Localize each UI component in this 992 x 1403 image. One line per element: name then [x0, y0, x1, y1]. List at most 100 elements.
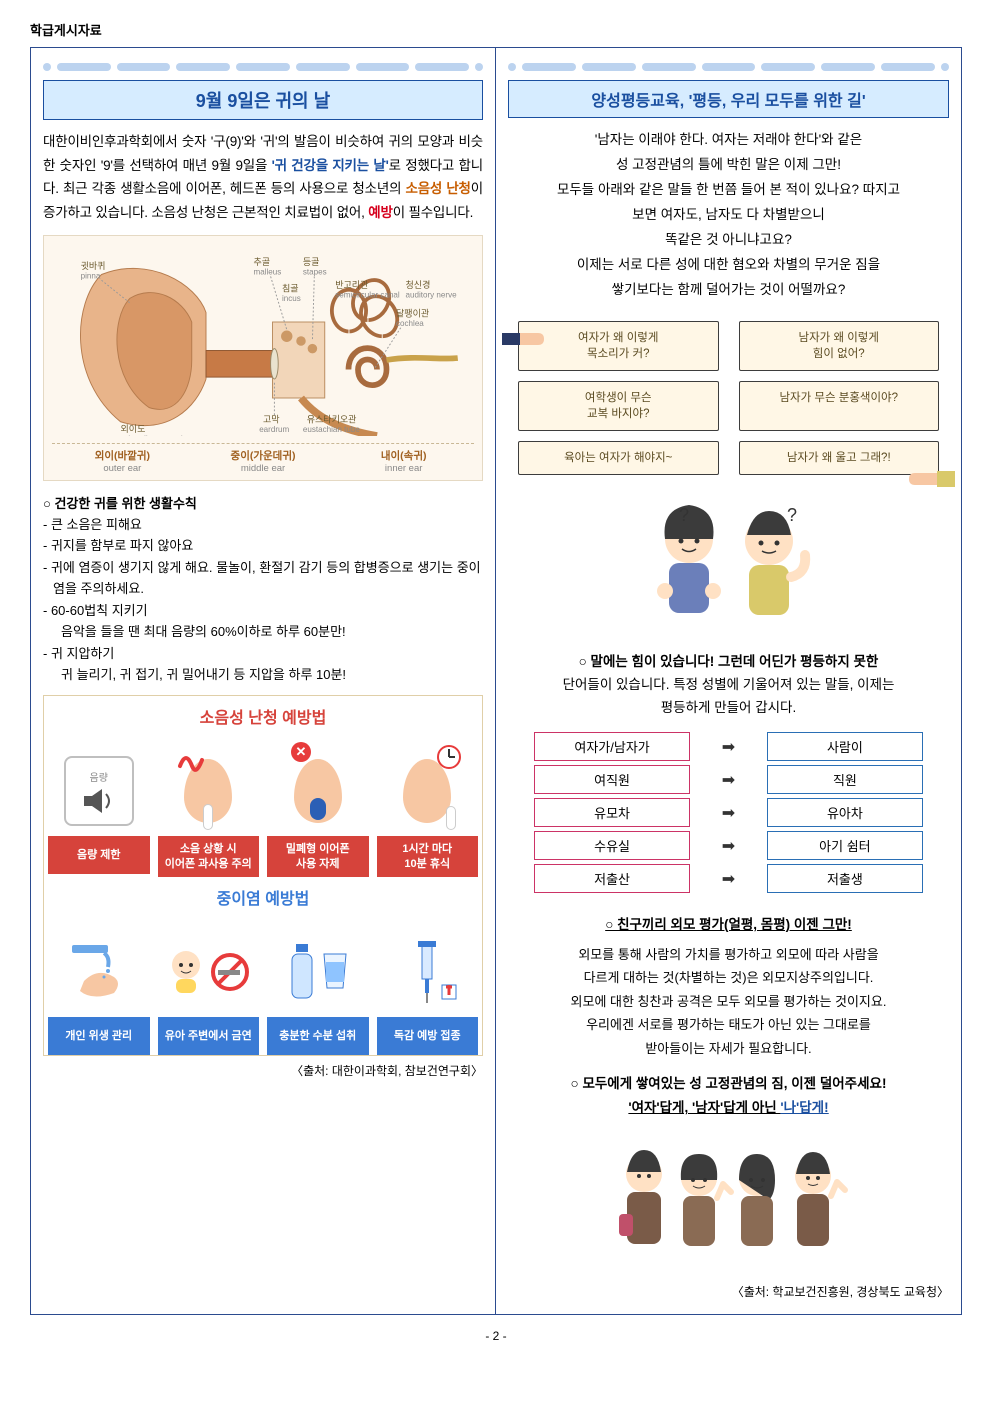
handwash-icon — [64, 937, 134, 1007]
pointing-hand-left-icon — [502, 325, 548, 351]
otitis-label-1: 개인 위생 관리 — [48, 1017, 150, 1055]
noise-label-3: 밀폐형 이어폰사용 자제 — [267, 836, 369, 877]
svg-text:침골: 침골 — [282, 283, 299, 293]
svg-text:등골: 등골 — [303, 257, 320, 267]
words-heading: ○ 말에는 힘이 있습니다! 그런데 어딘가 평등하지 못한 단어들이 있습니다… — [508, 651, 949, 720]
otitis-card-title: 중이염 예방법 — [44, 877, 482, 915]
noise-cell-volume: 음량 음량 제한 — [44, 734, 154, 877]
otitis-label-2: 유아 주변에서 금연 — [158, 1017, 260, 1055]
word-row: 저출산➡저출생 — [534, 864, 922, 893]
decorative-strip — [508, 58, 949, 76]
bottle-icon — [288, 942, 316, 1002]
noise-card-grid: 음량 음량 제한 소음 상황 시이어폰 과사용 주의 — [44, 734, 482, 877]
word-row: 유모차➡유아차 — [534, 798, 922, 827]
speaker-icon — [82, 788, 116, 814]
noise-cell-rest: 1시간 마다10분 휴식 — [373, 734, 483, 877]
pointing-hand-right-icon — [899, 463, 955, 493]
otitis-cell-nosmoke: 유아 주변에서 금연 — [154, 915, 264, 1055]
noise-wave-icon — [176, 746, 206, 776]
speech-2: 남자가 왜 이렇게힘이 없어? — [739, 321, 940, 371]
word-new: 저출생 — [767, 864, 922, 893]
closing-emphasis: '나'답게! — [780, 1100, 828, 1115]
svg-text:귓바퀴: 귓바퀴 — [81, 259, 106, 270]
ear-rules-list: ○ 건강한 귀를 위한 생활수칙 - 큰 소음은 피해요 - 귀지를 함부로 파… — [43, 493, 483, 686]
arrow-icon: ➡ — [690, 798, 768, 827]
svg-text:stapes: stapes — [303, 267, 327, 276]
page-number: - 2 - — [30, 1329, 962, 1343]
noise-prevention-card: 소음성 난청 예방법 음량 음량 제한 — [43, 695, 483, 1056]
word-replacement-table: 여자가/남자가➡사람이여직원➡직원유모차➡유아차수유실➡아기 쉼터저출산➡저출생 — [534, 728, 922, 897]
speech-bubble-grid: 여자가 왜 이렇게목소리가 커? 남자가 왜 이렇게힘이 없어? 여학생이 무슨… — [508, 315, 949, 477]
kw-prevent: 예방 — [368, 205, 392, 220]
left-column: 9월 9일은 귀의 날 대한이비인후과학회에서 숫자 '구(9)'와 '귀'의 … — [31, 48, 496, 1314]
baby-icon — [166, 947, 206, 997]
ear-region-legend: 외이(바깥귀)outer ear 중이(가운데귀)middle ear 내이(속… — [52, 443, 474, 474]
page-frame: 9월 9일은 귀의 날 대한이비인후과학회에서 숫자 '구(9)'와 '귀'의 … — [30, 47, 962, 1315]
closing-text: ○ 모두에게 쌓여있는 성 고정관념의 짐, 이젠 덜어주세요! '여자'답게,… — [508, 1072, 949, 1121]
rule-2: - 귀지를 함부로 파지 않아요 — [43, 535, 483, 556]
svg-text:pinna: pinna — [81, 271, 101, 280]
right-source: 〈출처: 학교보건진흥원, 경상북도 교육청〉 — [508, 1283, 949, 1300]
word-old: 여직원 — [534, 765, 689, 794]
no-smoking-icon — [210, 952, 250, 992]
rules-title: ○ 건강한 귀를 위한 생활수칙 — [43, 493, 483, 514]
equality-intro: '남자는 이래야 한다. 여자는 저래야 한다'와 같은성 고정관념의 틀에 박… — [508, 128, 949, 303]
otitis-label-4: 독감 예방 접종 — [377, 1017, 479, 1055]
svg-text:청신경: 청신경 — [406, 278, 431, 289]
svg-text:유스타키오관: 유스타키오관 — [307, 414, 357, 424]
rule-5b: 귀 늘리기, 귀 접기, 귀 밀어내기 등 지압을 하루 10분! — [43, 664, 483, 685]
word-row: 여직원➡직원 — [534, 765, 922, 794]
right-column: 양성평등교육, '평등, 우리 모두를 위한 길' '남자는 이래야 한다. 여… — [496, 48, 961, 1314]
otitis-card-grid: 개인 위생 관리 유아 주변에서 금연 충분한 수분 섭취 — [44, 915, 482, 1055]
word-old: 저출산 — [534, 864, 689, 893]
otitis-label-3: 충분한 수분 섭취 — [267, 1017, 369, 1055]
ear-svg: 귓바퀴 pinna 추골 malleus 등골 stapes 침골 incus … — [52, 246, 474, 436]
looks-body: 외모를 통해 사람의 가치를 평가하고 외모에 따라 사람을다르게 대하는 것(… — [508, 943, 949, 1060]
svg-text:semicircular canal: semicircular canal — [335, 290, 400, 299]
rule-4b: 음악을 들을 땐 최대 음량의 60%이하로 하루 60분만! — [43, 621, 483, 642]
svg-text:?: ? — [787, 505, 797, 525]
svg-text:auditory nerve: auditory nerve — [406, 290, 458, 299]
cup-icon — [322, 952, 348, 992]
noise-label-1: 음량 제한 — [48, 836, 150, 874]
closing-pre: '여자'답게, '남자'답게 아닌 — [628, 1100, 780, 1115]
doc-label: 학급게시자료 — [30, 20, 962, 39]
noise-label-4: 1시간 마다10분 휴식 — [377, 836, 479, 877]
svg-text:반고리관: 반고리관 — [335, 279, 368, 289]
noise-cell-earbud: ✕ 밀폐형 이어폰사용 자제 — [263, 734, 373, 877]
speech-4: 남자가 무슨 분홍색이야? — [739, 381, 940, 431]
decorative-strip — [43, 58, 483, 76]
word-new: 직원 — [767, 765, 922, 794]
intro-p4: 이 필수입니다. — [393, 205, 473, 220]
word-old: 수유실 — [534, 831, 689, 860]
right-title-banner: 양성평등교육, '평등, 우리 모두를 위한 길' — [508, 80, 949, 118]
word-old: 여자가/남자가 — [534, 732, 689, 761]
word-new: 유아차 — [767, 798, 922, 827]
noise-label-2: 소음 상황 시이어폰 과사용 주의 — [158, 836, 260, 877]
left-source: 〈출처: 대한이과학회, 참보건연구회〉 — [43, 1062, 483, 1079]
kw-noise-loss: 소음성 난청 — [405, 181, 470, 196]
left-title-banner: 9월 9일은 귀의 날 — [43, 80, 483, 120]
arrow-icon: ➡ — [690, 765, 768, 794]
otitis-cell-vaccine: 독감 예방 접종 — [373, 915, 483, 1055]
left-intro: 대한이비인후과학회에서 숫자 '구(9)'와 '귀'의 발음이 비슷하여 귀의 … — [43, 130, 483, 225]
otitis-cell-hygiene: 개인 위생 관리 — [44, 915, 154, 1055]
svg-text:eustachian tube: eustachian tube — [303, 425, 360, 434]
noise-cell-caution: 소음 상황 시이어폰 과사용 주의 — [154, 734, 264, 877]
students-group-illustration — [508, 1127, 949, 1277]
svg-text:외이도: 외이도 — [121, 423, 146, 434]
svg-text:malleus: malleus — [254, 267, 282, 276]
svg-text:고막: 고막 — [263, 414, 280, 424]
word-old: 유모차 — [534, 798, 689, 827]
speech-3: 여학생이 무슨교복 바지야? — [518, 381, 719, 431]
svg-text:?: ? — [679, 505, 689, 525]
svg-text:cochlea: cochlea — [396, 318, 424, 327]
volume-char: 음량 — [90, 769, 108, 784]
arrow-icon: ➡ — [690, 732, 768, 761]
arrow-icon: ➡ — [690, 831, 768, 860]
two-students-illustration: ? ? — [508, 481, 949, 641]
svg-text:추골: 추골 — [254, 257, 271, 267]
speech-1: 여자가 왜 이렇게목소리가 커? — [518, 321, 719, 371]
word-new: 사람이 — [767, 732, 922, 761]
svg-text:달팽이관: 달팽이관 — [396, 307, 429, 318]
